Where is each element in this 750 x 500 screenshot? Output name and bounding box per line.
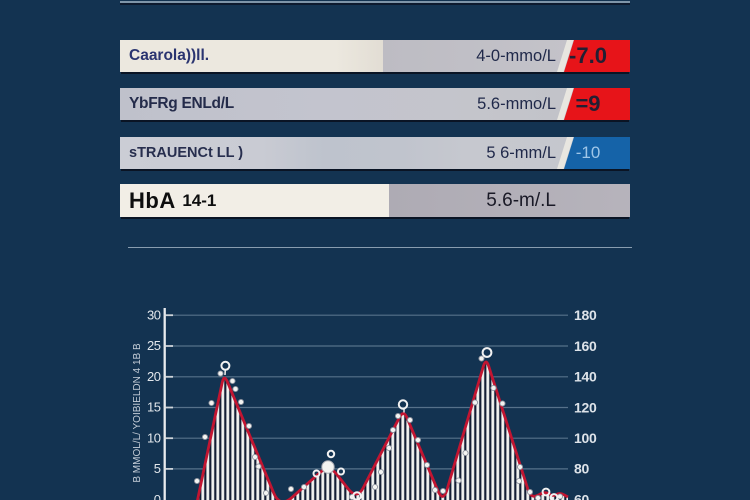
svg-text:5: 5 [154,461,161,476]
svg-text:120: 120 [574,399,597,415]
svg-text:180: 180 [574,307,597,323]
svg-text:0: 0 [154,492,161,500]
svg-text:B MMOL/L/ YOIBIELDN 4 1B B: B MMOL/L/ YOIBIELDN 4 1B B [132,343,143,483]
svg-text:10: 10 [147,430,161,445]
svg-text:30: 30 [147,307,161,322]
svg-text:20: 20 [147,369,161,384]
svg-text:25: 25 [147,338,161,353]
svg-text:140: 140 [574,369,597,385]
svg-text:100: 100 [574,430,597,446]
svg-text:160: 160 [574,338,597,354]
svg-text:60: 60 [574,491,589,500]
svg-text:80: 80 [574,461,589,477]
svg-text:15: 15 [147,400,161,415]
